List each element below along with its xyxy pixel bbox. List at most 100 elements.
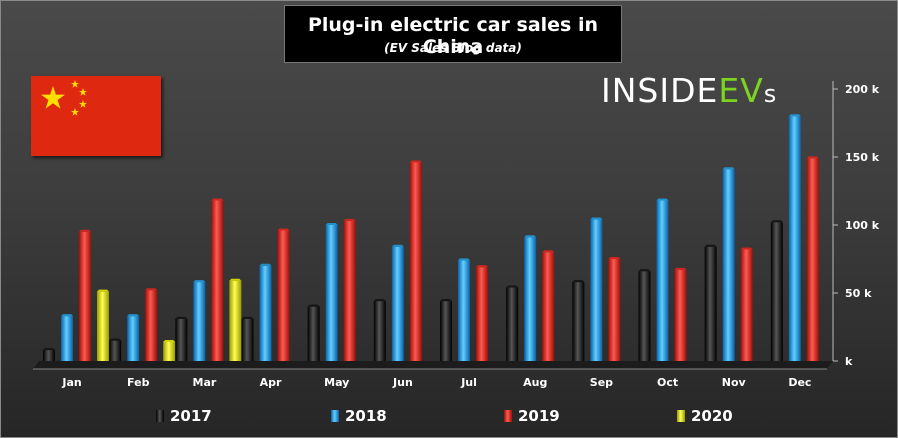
y-tick-label: 50 k bbox=[845, 287, 872, 300]
logo-text-s: s bbox=[763, 80, 778, 108]
bar-cap-2017-apr bbox=[241, 316, 254, 319]
bar-2019-feb bbox=[145, 290, 158, 361]
bar-2019-jun bbox=[409, 162, 422, 361]
bar-2017-dec bbox=[770, 222, 783, 361]
bar-cap-2018-dec bbox=[788, 114, 801, 117]
y-tick-label: 200 k bbox=[845, 83, 880, 96]
legend-swatch-2018 bbox=[331, 410, 339, 422]
plot-floor bbox=[33, 361, 833, 369]
bar-2018-apr bbox=[259, 265, 272, 361]
bar-2019-jan bbox=[79, 231, 91, 361]
chart-title: Plug-in electric car sales in China bbox=[307, 14, 599, 58]
logo-text-inside: INSIDE bbox=[601, 71, 719, 110]
legend-swatch-2019 bbox=[504, 410, 512, 422]
bar-2017-sep bbox=[572, 282, 585, 361]
bar-2017-aug bbox=[506, 287, 519, 361]
bar-cap-2019-oct bbox=[674, 267, 687, 270]
bar-2018-dec bbox=[788, 116, 801, 361]
bar-cap-2019-apr bbox=[277, 228, 290, 231]
bar-2017-feb bbox=[109, 340, 122, 361]
bar-cap-2019-jan bbox=[79, 229, 91, 232]
china-flag-image bbox=[31, 76, 161, 156]
x-tick-label: Sep bbox=[590, 376, 613, 389]
bar-cap-2017-mar bbox=[175, 316, 188, 319]
bar-cap-2018-oct bbox=[656, 198, 669, 201]
bar-2018-may bbox=[325, 225, 338, 361]
bar-cap-2018-jul bbox=[458, 258, 470, 261]
bar-cap-2019-nov bbox=[740, 247, 753, 250]
bar-cap-2018-jan bbox=[61, 314, 73, 317]
flag-small-star-icon bbox=[79, 88, 87, 96]
bar-cap-2018-may bbox=[325, 223, 338, 225]
bar-cap-2019-dec bbox=[806, 156, 819, 159]
bar-cap-2018-nov bbox=[722, 167, 735, 170]
x-tick-label: Jan bbox=[61, 376, 81, 389]
bar-cap-2019-aug bbox=[542, 250, 555, 253]
y-tick-label: 150 k bbox=[845, 151, 880, 164]
x-tick-label: Aug bbox=[523, 376, 547, 389]
bar-cap-2018-jun bbox=[391, 244, 404, 247]
bar-cap-2018-feb bbox=[127, 314, 140, 317]
bar-cap-2020-mar bbox=[229, 278, 242, 281]
bar-2018-oct bbox=[656, 200, 669, 361]
legend-label-2018: 2018 bbox=[345, 407, 387, 425]
bar-2019-aug bbox=[542, 252, 555, 361]
bar-2019-sep bbox=[608, 259, 621, 361]
bars-layer bbox=[43, 114, 819, 361]
flag-small-star-icon bbox=[79, 100, 87, 108]
bar-2020-jan bbox=[97, 291, 109, 361]
x-tick-label: May bbox=[324, 376, 349, 389]
bar-2018-nov bbox=[722, 169, 735, 361]
bar-cap-2017-oct bbox=[638, 269, 651, 272]
bar-2017-apr bbox=[241, 318, 254, 361]
bar-cap-2020-jan bbox=[97, 289, 109, 292]
bar-cap-2017-dec bbox=[770, 220, 783, 223]
legend-swatch-2017 bbox=[156, 410, 164, 422]
bar-cap-2018-sep bbox=[590, 217, 603, 220]
y-tick-label: 100 k bbox=[845, 219, 880, 232]
insideevs-logo: INSIDEEVs bbox=[601, 71, 777, 111]
bar-cap-2019-feb bbox=[145, 288, 158, 291]
chart-subtitle: (EV Sales Blog data) bbox=[384, 41, 522, 55]
bar-2019-may bbox=[343, 220, 356, 361]
bar-cap-2017-jun bbox=[373, 299, 386, 302]
x-tick-label: Mar bbox=[193, 376, 217, 389]
bar-2017-mar bbox=[175, 318, 188, 361]
bar-2018-mar bbox=[193, 282, 206, 361]
bar-cap-2017-feb bbox=[109, 338, 122, 341]
bar-cap-2019-sep bbox=[608, 257, 621, 259]
y-axis: k 50 k 100 k 150 k 200 k bbox=[833, 83, 880, 368]
bar-cap-2017-jan bbox=[43, 348, 55, 351]
bar-2018-jul bbox=[458, 260, 470, 361]
bar-2019-oct bbox=[674, 269, 687, 361]
bar-cap-2017-aug bbox=[506, 285, 519, 288]
bar-cap-2017-jul bbox=[440, 299, 452, 302]
bar-2018-sep bbox=[590, 219, 603, 361]
bar-cap-2020-feb bbox=[163, 339, 176, 342]
bar-cap-2019-mar bbox=[211, 198, 224, 201]
legend-swatch-2020 bbox=[677, 410, 685, 422]
bar-2019-dec bbox=[806, 158, 819, 361]
bar-cap-2017-nov bbox=[704, 244, 717, 247]
bar-2020-feb bbox=[163, 341, 176, 361]
legend-label-2020: 2020 bbox=[691, 407, 733, 425]
chart-title-box: Plug-in electric car sales in China (EV … bbox=[284, 5, 622, 63]
legend-label-2019: 2019 bbox=[518, 407, 560, 425]
bar-2019-nov bbox=[740, 249, 753, 361]
bar-2019-mar bbox=[211, 200, 224, 361]
x-tick-label: Apr bbox=[260, 376, 282, 389]
x-axis: Jan Feb Mar Apr May Jun Jul Aug Sep Oct Nov Dec bbox=[33, 368, 827, 389]
bar-cap-2019-may bbox=[343, 218, 356, 221]
x-tick-label: Nov bbox=[722, 376, 747, 389]
y-tick-label: k bbox=[845, 355, 853, 368]
bar-2017-jun bbox=[373, 301, 386, 361]
logo-text-ev: EV bbox=[718, 71, 764, 110]
bar-2019-jul bbox=[476, 267, 488, 361]
flag-stars-icon bbox=[41, 80, 87, 116]
bar-2020-mar bbox=[229, 280, 242, 361]
bar-2017-jan bbox=[43, 350, 55, 361]
bar-2017-oct bbox=[638, 271, 651, 361]
bar-cap-2019-jun bbox=[409, 160, 422, 163]
